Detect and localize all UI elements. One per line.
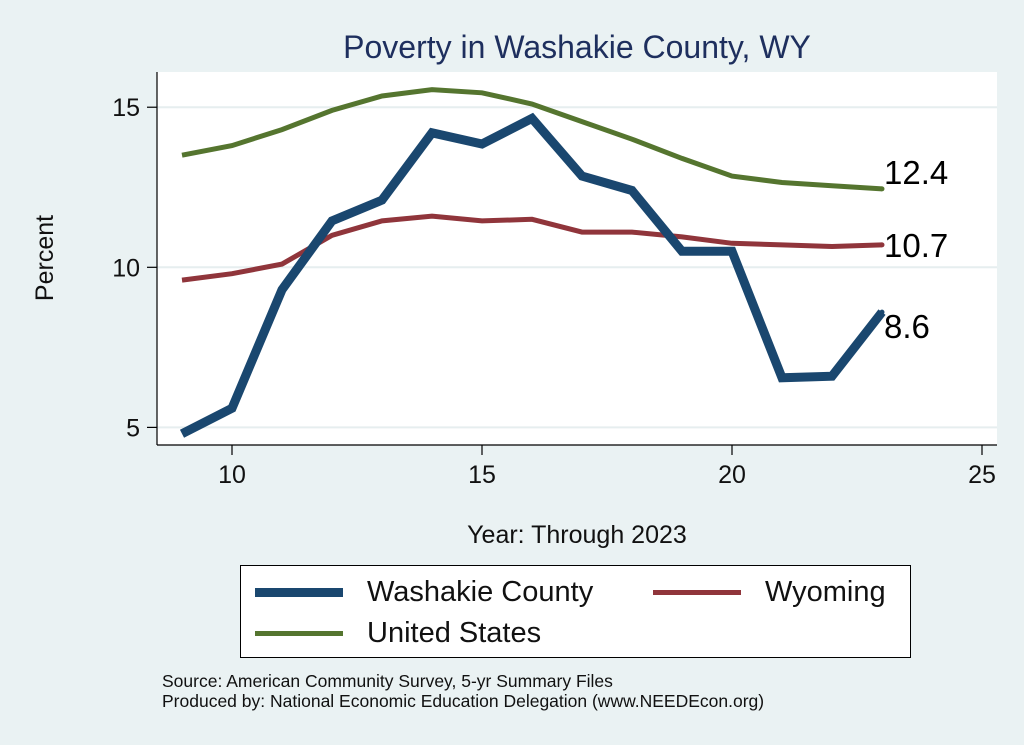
legend-swatch-united-states [255, 631, 343, 636]
series-end-point-washakie-county [879, 309, 885, 315]
x-tick-label-25: 25 [968, 461, 996, 489]
legend: Washakie County Wyoming United States [240, 565, 911, 658]
y-tick-label-5: 5 [126, 414, 140, 442]
end-label-washakie-county: 8.6 [884, 308, 930, 345]
y-tick-label-15: 15 [112, 94, 140, 122]
series-end-point-united-states [879, 186, 885, 192]
series-line-united-states [181, 87, 883, 192]
end-label-united-states: 12.4 [884, 154, 948, 191]
x-tick-label-10: 10 [218, 461, 246, 489]
producer-line: Produced by: National Economic Education… [162, 691, 765, 711]
legend-label-wyoming: Wyoming [765, 576, 886, 608]
legend-item-washakie: Washakie County [255, 576, 593, 609]
legend-swatch-washakie [255, 588, 343, 597]
source-note: Source: American Community Survey, 5-yr … [162, 671, 764, 711]
legend-item-wyoming: Wyoming [653, 576, 886, 609]
series-line-washakie-county [179, 112, 886, 438]
x-tick-label-20: 20 [718, 461, 746, 489]
chart-title: Poverty in Washakie County, WY [343, 29, 811, 65]
source-line: Source: American Community Survey, 5-yr … [162, 671, 613, 691]
end-labels: 8.6 10.7 12.4 [884, 154, 948, 345]
plot-area [157, 72, 997, 445]
x-tick-label-15: 15 [468, 461, 496, 489]
legend-label-united-states: United States [367, 617, 542, 649]
series-lines [179, 87, 886, 438]
legend-swatch-wyoming [653, 590, 741, 595]
x-axis-label: Year: Through 2023 [467, 521, 687, 549]
axis-ticks: 5 10 15 10 15 20 25 [112, 94, 996, 489]
y-tick-label-10: 10 [112, 254, 140, 282]
end-label-wyoming: 10.7 [884, 227, 948, 264]
legend-label-washakie: Washakie County [367, 576, 594, 608]
y-axis-label: Percent [31, 215, 59, 301]
legend-item-united-states: United States [255, 617, 541, 650]
series-end-point-wyoming [879, 242, 885, 248]
series-line-wyoming [181, 213, 883, 283]
